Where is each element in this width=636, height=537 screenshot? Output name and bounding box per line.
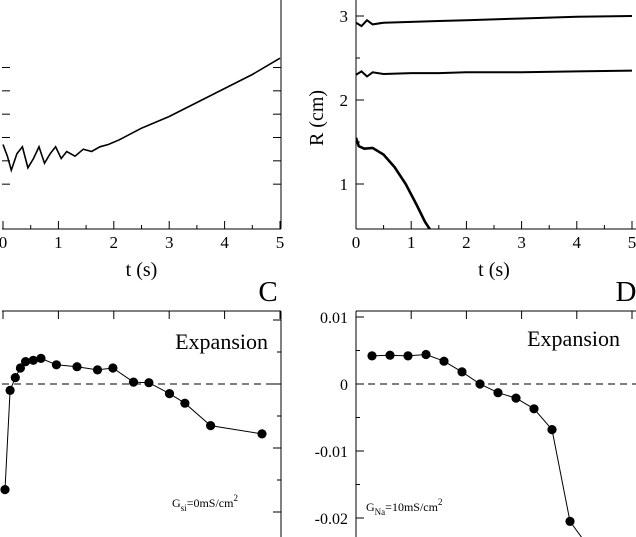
panel-b-xtick-label: 4 [573,233,582,252]
panel-b-series-line-2 [356,137,432,229]
panel-b-series-line-1 [356,69,633,78]
panel-d-point [439,356,449,366]
panel-c-point [36,353,46,363]
panel-c-point [10,373,20,383]
panel-d-point [475,379,485,389]
panel-d-point [421,349,431,360]
panel-d-point [457,367,467,377]
panel-c-condition-part: 2 [233,493,238,503]
panel-b-ytick-label: 2 [340,91,349,110]
panel-b-frame [355,0,636,230]
panel-d-condition-label: GNa=10mS/cm2 [366,497,442,517]
panel-c-condition-part: si [181,503,188,513]
panel-d-ytick-label: 0 [340,377,348,394]
panel-c-point [92,365,103,375]
panel-d-ytick-label: -0.02 [315,511,348,528]
panel-c-letter: C [258,276,277,308]
panel-b-xtick-label: 0 [352,233,361,252]
panel-b-xtick-label: 1 [407,233,416,252]
panel-c-point [51,360,62,370]
panel-c-point [206,421,216,431]
panel-d-point [565,516,575,527]
panel-b-series-line-0 [356,15,633,28]
panel-b-xtick-label: 5 [628,233,636,252]
panel-a-xtick-label: 1 [54,233,63,252]
panel-b-series-group [356,15,633,229]
panel-c-point [72,362,82,372]
panel-c-point [108,363,118,373]
panel-c-point [257,429,267,439]
panel-c-frame [2,310,282,537]
panel-c-point [180,398,190,408]
panel-b-xtick-label: 2 [462,233,471,252]
panel-d-point [511,393,521,403]
panel-b-xlabel: t (s) [478,259,510,281]
panel-c-point [0,485,10,495]
panel-d-ytick-label: 0.01 [320,310,348,327]
panel-c-point [5,385,15,395]
panel-a-series-line [2,57,281,173]
panel-c-point [15,363,25,373]
panel-b-xtick-label: 3 [517,233,526,252]
panel-a: 0 1 2 3 4 5 t (s) [0,0,284,281]
panel-a-xtick-label: 0 [0,233,7,252]
panel-c-point [144,378,154,388]
panel-c-annotation: Expansion [175,329,268,354]
panel-a-xtick-label: 5 [276,233,285,252]
panel-d-condition-part: =10mS/cm [385,500,438,514]
panel-d-ytick-label: -0.01 [315,444,348,461]
panel-b-ytick-label: 3 [340,7,349,26]
panel-b-ylabel: R (cm) [306,90,328,146]
panel-d-point [403,351,413,361]
panel-a-xtick-label: 2 [110,233,119,252]
panel-d-point [547,425,557,435]
panel-c: C Expansion Gsi=0mS/cm2 [0,276,282,537]
panel-a-frame [2,0,282,230]
panel-d-point [493,388,503,398]
panel-d-letter: D [616,276,636,308]
panel-d-condition-part: 2 [438,497,443,507]
panel-c-point [28,355,38,365]
panel-c-condition-part: G [172,496,181,510]
panel-c-condition-part: =0mS/cm [187,496,234,510]
panel-d-condition-part: G [366,500,375,514]
panel-c-point [128,377,139,387]
panel-d-condition-part: Na [375,507,386,517]
panel-d-point [367,351,377,361]
panel-a-xtick-label: 4 [220,233,229,252]
panel-d-point [385,350,395,360]
panel-c-point [21,357,31,367]
panel-c-condition-label: Gsi=0mS/cm2 [172,493,238,513]
panel-a-xtick-label: 3 [165,233,174,252]
panel-d-annotation: Expansion [527,326,620,351]
panel-d-point [529,404,539,414]
panel-a-xlabel: t (s) [126,259,158,281]
panel-b: 0 1 2 3 4 5 1 2 3 t (s) R (cm) [306,0,636,281]
panel-d: D 0.01 0 -0.01 -0.02 Expansion GNa=10mS/cm2 [315,276,636,537]
panel-c-point [164,389,175,399]
panel-b-ytick-label: 1 [340,175,349,194]
